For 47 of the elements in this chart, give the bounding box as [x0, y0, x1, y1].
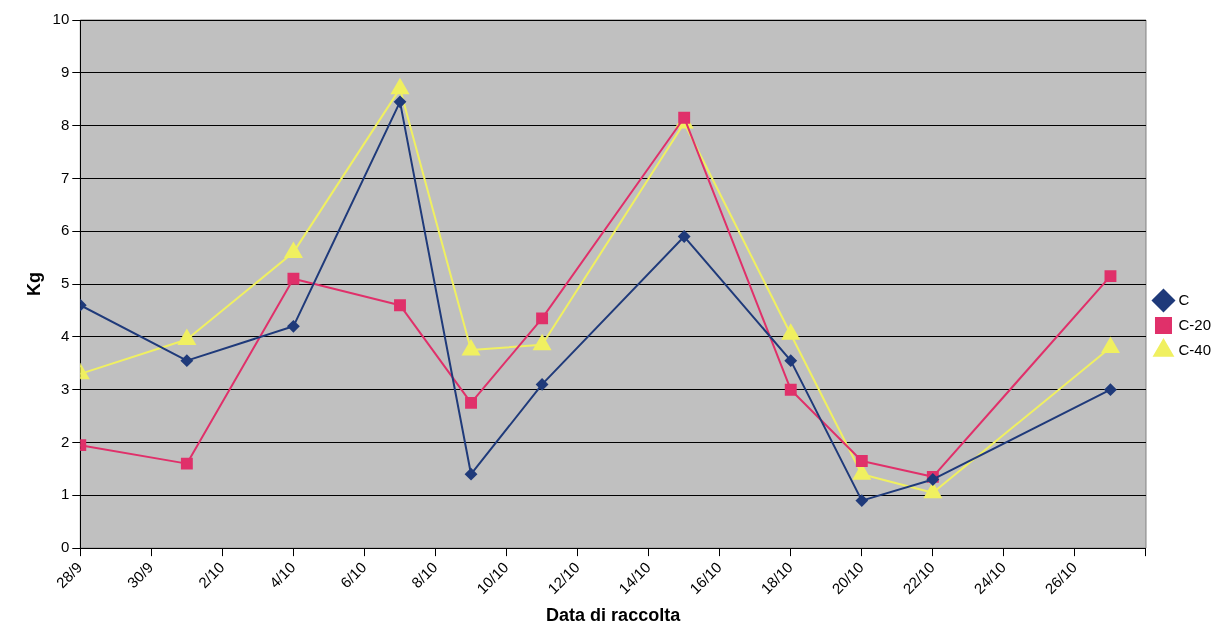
point: [678, 230, 691, 243]
point: [462, 340, 480, 356]
y-tick-label: 8: [60, 115, 70, 133]
y-tick-label: 3: [60, 379, 70, 397]
y-axis-title: Kg: [23, 272, 44, 297]
point: [784, 354, 797, 367]
point: [180, 457, 193, 470]
y-tick-label: 7: [60, 168, 70, 186]
point: [394, 299, 406, 312]
point: [533, 334, 551, 351]
legend-label: C-20: [1178, 315, 1211, 333]
point: [924, 482, 942, 499]
point: [287, 320, 300, 333]
point: [1104, 270, 1117, 283]
x-tick-label: 30/9: [123, 558, 157, 592]
point: [465, 468, 478, 481]
point: [394, 95, 406, 108]
y-tick-label: 6: [60, 221, 70, 239]
point: [536, 312, 549, 325]
point: [391, 78, 409, 95]
y-tick-label: 9: [60, 62, 70, 80]
point: [180, 354, 193, 367]
y-tick-label: 2: [60, 432, 70, 450]
x-tick-label: 28/9: [52, 558, 86, 592]
point: [1101, 337, 1120, 353]
point: [465, 396, 477, 409]
legend-label: C: [1178, 290, 1190, 308]
x-tick-label: 8/10: [407, 558, 441, 592]
y-tick-label: 10: [52, 10, 70, 28]
x-tick-label: 4/10: [265, 558, 299, 592]
point: [784, 383, 797, 396]
point: [855, 494, 868, 507]
y-tick-label: 5: [60, 274, 70, 292]
y-tick-label: 0: [60, 538, 70, 556]
point: [287, 272, 300, 285]
point: [1104, 383, 1117, 396]
point: [781, 324, 800, 340]
point: [536, 378, 549, 391]
point: [678, 111, 691, 124]
y-tick-label: 1: [60, 485, 70, 503]
legend-label: C-40: [1178, 340, 1211, 358]
y-tick-label: 4: [60, 327, 70, 345]
x-tick-label: 6/10: [336, 558, 370, 592]
point: [284, 242, 303, 258]
point: [855, 455, 868, 467]
x-axis-title: Data di raccolta: [546, 605, 682, 626]
point: [178, 329, 196, 346]
